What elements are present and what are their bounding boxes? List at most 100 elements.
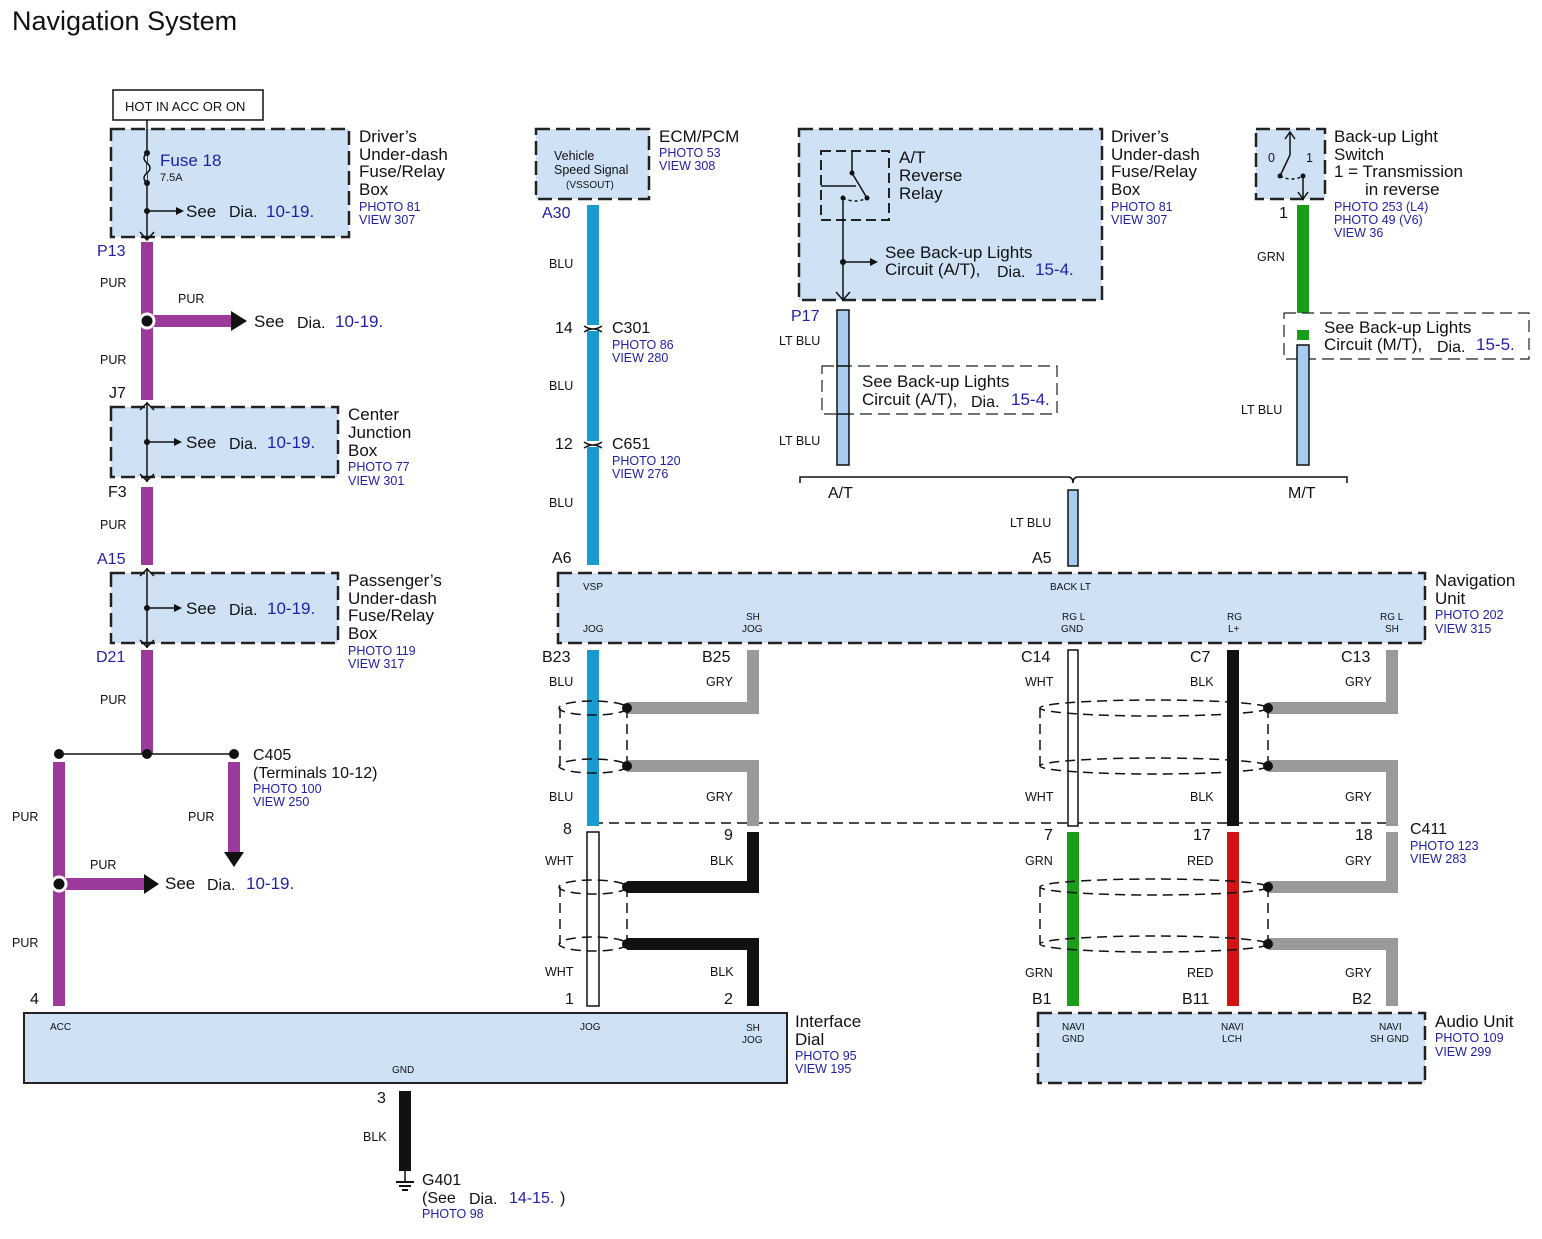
switch-line: 1 = Transmission	[1334, 162, 1463, 181]
nav-unit-line: Unit	[1435, 589, 1466, 608]
pin-label-rgl-plus: L+	[1228, 624, 1240, 635]
lt-blu-wire-at	[821, 309, 1058, 466]
center-jb-photo[interactable]: PHOTO 77	[348, 460, 410, 474]
ecm-view[interactable]: VIEW 308	[659, 159, 715, 173]
pin-b2: B2	[1352, 991, 1372, 1008]
fuse-icon	[143, 152, 151, 184]
ground-icon	[396, 1181, 414, 1191]
pin-a5: A5	[1032, 550, 1052, 567]
switch-pos-1: 1	[1306, 151, 1313, 165]
pin-label-jog: JOG	[580, 1022, 601, 1033]
wire-color-label: BLU	[549, 790, 573, 804]
passenger-box-line: Under-dash	[348, 589, 437, 608]
g401-ref-link[interactable]: 14-15.	[509, 1190, 554, 1207]
audio-unit-photo[interactable]: PHOTO 109	[1435, 1031, 1504, 1045]
pur-wire-to-c405	[50, 650, 244, 1006]
c301-view[interactable]: VIEW 280	[612, 351, 668, 365]
relay-box-photo[interactable]: PHOTO 81	[1111, 200, 1173, 214]
wire-color-label: GRY	[1345, 854, 1373, 868]
interface-dial-photo[interactable]: PHOTO 95	[795, 1049, 857, 1063]
c411-photo[interactable]: PHOTO 123	[1410, 839, 1479, 853]
relay-box-view[interactable]: VIEW 307	[1111, 213, 1167, 227]
switch-photo[interactable]: PHOTO 253 (L4)	[1334, 200, 1428, 214]
pin-a6: A6	[552, 550, 572, 567]
pin-jog: 1	[565, 991, 574, 1008]
navigation-unit-box	[556, 571, 1427, 645]
center-jb-view[interactable]: VIEW 301	[348, 474, 404, 488]
c411-pin: 8	[563, 821, 572, 838]
pin-label-rgl-plus: RG	[1227, 612, 1242, 623]
c411-pin: 7	[1044, 827, 1053, 844]
page-title: Navigation System	[12, 6, 237, 36]
audio-unit-view[interactable]: VIEW 299	[1435, 1045, 1491, 1059]
pin-label-navi-lch: LCH	[1222, 1034, 1242, 1045]
wire-color-label: GRY	[1345, 675, 1373, 689]
at-ref-link[interactable]: 15-4.	[1011, 390, 1050, 409]
wire-color-label: PUR	[100, 518, 126, 532]
driver-box-photo[interactable]: PHOTO 81	[359, 200, 421, 214]
g401-close: )	[560, 1190, 565, 1207]
wire-color-label: WHT	[1025, 790, 1054, 804]
acc-branch-ref-link[interactable]: 10-19.	[246, 874, 294, 893]
wire-color-label: WHT	[545, 965, 574, 979]
interface-dial-view[interactable]: VIEW 195	[795, 1062, 851, 1076]
ecm-name: ECM/PCM	[659, 127, 739, 146]
switch-line: Switch	[1334, 145, 1384, 164]
pin-label-navi-gnd: GND	[1062, 1034, 1084, 1045]
center-jb-line: Junction	[348, 423, 411, 442]
wire-color-label: LT BLU	[1241, 403, 1282, 417]
center-jb-ref-link[interactable]: 10-19.	[267, 433, 315, 452]
p13-branch-ref-link[interactable]: 10-19.	[335, 312, 383, 331]
pur-wire	[138, 242, 247, 400]
driver-box-view[interactable]: VIEW 307	[359, 213, 415, 227]
c651-photo[interactable]: PHOTO 120	[612, 454, 681, 468]
nav-unit-photo[interactable]: PHOTO 202	[1435, 608, 1504, 622]
g401-name: G401	[422, 1172, 461, 1189]
passenger-box-ref-link[interactable]: 10-19.	[267, 599, 315, 618]
passenger-box-view[interactable]: VIEW 317	[348, 657, 404, 671]
interface-dial-line: Dial	[795, 1030, 824, 1049]
c411-view[interactable]: VIEW 283	[1410, 852, 1466, 866]
switch-photo[interactable]: PHOTO 49 (V6)	[1334, 213, 1423, 227]
driver-box-line: Under-dash	[359, 145, 448, 164]
pin-c13: C13	[1341, 649, 1370, 666]
c411-name: C411	[1410, 821, 1447, 838]
c405-photo[interactable]: PHOTO 100	[253, 782, 322, 796]
ground-wire	[399, 1091, 411, 1182]
wire-color-label: LT BLU	[779, 434, 820, 448]
see-text: See	[186, 202, 216, 221]
pin-d21: D21	[96, 649, 125, 666]
pin-label-rgl-sh: SH	[1385, 624, 1399, 635]
wire-color-label: BLU	[549, 257, 573, 271]
pin-label-rgl-gnd: GND	[1061, 624, 1083, 635]
relay-ref-link[interactable]: 15-4.	[1035, 260, 1074, 279]
fuse-ref-link[interactable]: 10-19.	[266, 202, 314, 221]
c651-view[interactable]: VIEW 276	[612, 467, 668, 481]
pin-label-vsp: VSP	[583, 582, 603, 593]
pin-label-jog: JOG	[583, 624, 604, 635]
nav-unit-view[interactable]: VIEW 315	[1435, 622, 1491, 636]
passenger-box-line: Fuse/Relay	[348, 606, 434, 625]
mt-ref-see: Circuit (M/T),	[1324, 335, 1422, 354]
wire-color-label: PUR	[12, 810, 38, 824]
pin-b25: B25	[702, 649, 731, 666]
driver-box-line: Driver’s	[359, 127, 417, 146]
backup-light-switch	[1254, 127, 1327, 201]
c301-photo[interactable]: PHOTO 86	[612, 338, 674, 352]
see-text: See	[254, 312, 284, 331]
dia-text: Dia.	[229, 436, 257, 453]
pin-label-rgl-gnd: RG L	[1062, 612, 1086, 623]
switch-view[interactable]: VIEW 36	[1334, 226, 1383, 240]
switch-icon	[1279, 154, 1291, 177]
wire-color-label: PUR	[100, 276, 126, 290]
passenger-box-photo[interactable]: PHOTO 119	[348, 644, 416, 658]
driver-box-line: Fuse/Relay	[359, 162, 445, 181]
c405-view[interactable]: VIEW 250	[253, 795, 309, 809]
ecm-inner: (VSSOUT)	[566, 180, 614, 191]
ecm-photo[interactable]: PHOTO 53	[659, 146, 721, 160]
center-junction-box	[109, 401, 340, 483]
wire-color-label: GRN	[1025, 854, 1053, 868]
mt-ref-link[interactable]: 15-5.	[1476, 335, 1515, 354]
pin-label-acc: ACC	[50, 1022, 71, 1033]
g401-photo[interactable]: PHOTO 98	[422, 1207, 484, 1221]
